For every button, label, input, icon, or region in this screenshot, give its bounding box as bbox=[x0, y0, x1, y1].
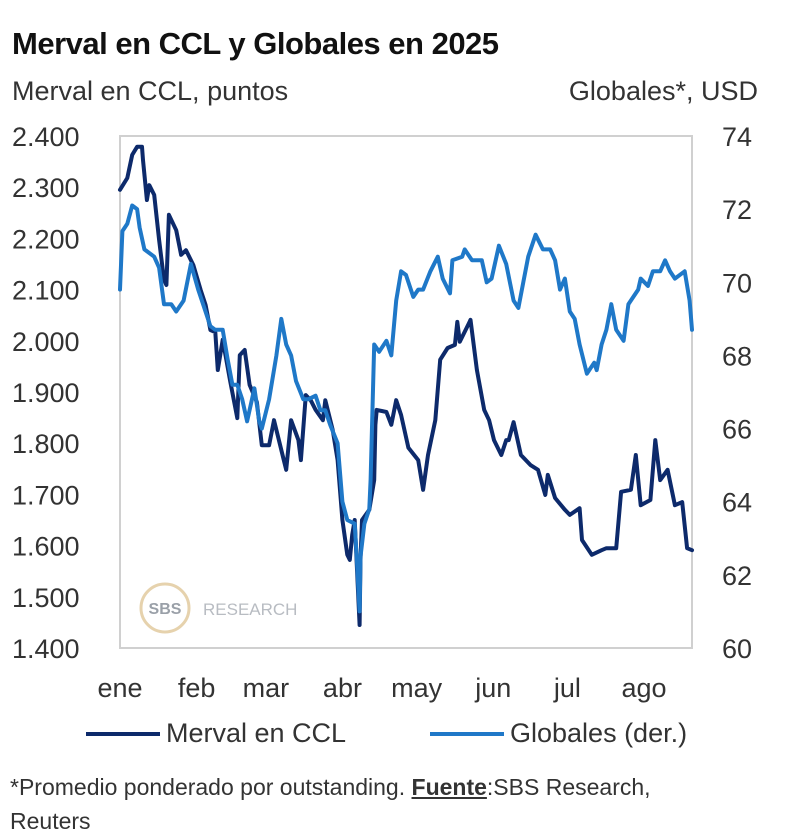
left-y-tick-label: 1.500 bbox=[12, 583, 80, 613]
sbs-logo-ring bbox=[139, 582, 191, 634]
series-line-globales bbox=[118, 203, 694, 614]
x-tick-label-ene: ene bbox=[97, 673, 142, 703]
x-tick-label-feb: feb bbox=[178, 673, 216, 703]
right-y-tick-label: 68 bbox=[722, 341, 752, 371]
x-axis-ticks: ene feb mar abr may jun jul ago bbox=[97, 673, 666, 703]
legend-label-merval: Merval en CCL bbox=[166, 718, 347, 748]
x-tick-label-may: may bbox=[391, 673, 443, 703]
right-y-tick-label: 66 bbox=[722, 415, 752, 445]
left-y-tick-label: 2.200 bbox=[12, 224, 80, 254]
right-y-tick-label: 74 bbox=[722, 122, 752, 152]
left-y-tick-label: 1.900 bbox=[12, 378, 80, 408]
right-axis-label: Globales*, USD bbox=[568, 76, 758, 106]
x-tick-label-mar: mar bbox=[243, 673, 290, 703]
left-y-tick-label: 2.100 bbox=[12, 276, 80, 306]
x-tick-label-jun: jun bbox=[474, 673, 511, 703]
legend-swatch-merval bbox=[86, 731, 160, 736]
x-tick-label-abr: abr bbox=[323, 673, 362, 703]
plot-frame bbox=[119, 135, 693, 649]
x-tick-label-ago: ago bbox=[621, 673, 666, 703]
watermark: SBS RESEARCH bbox=[139, 582, 297, 634]
right-y-tick-label: 60 bbox=[722, 634, 752, 664]
footnote-text: *Promedio ponderado por outstanding. bbox=[10, 774, 412, 800]
left-y-tick-label: 2.400 bbox=[12, 122, 80, 152]
legend: Merval en CCL Globales (der.) bbox=[0, 718, 800, 758]
left-axis-label: Merval en CCL, puntos bbox=[12, 76, 289, 106]
right-y-tick-label: 64 bbox=[722, 488, 752, 518]
series-layer bbox=[118, 144, 694, 627]
left-y-tick-label: 1.400 bbox=[12, 634, 80, 664]
x-tick-label-jul: jul bbox=[553, 673, 581, 703]
left-y-tick-label: 1.700 bbox=[12, 480, 80, 510]
legend-item-globales: Globales (der.) bbox=[430, 718, 687, 749]
footnote: *Promedio ponderado por outstanding. Fue… bbox=[10, 770, 790, 838]
legend-label-globales: Globales (der.) bbox=[510, 718, 688, 748]
watermark-text: RESEARCH bbox=[203, 600, 297, 619]
right-y-tick-label: 72 bbox=[722, 195, 752, 225]
legend-swatch-globales bbox=[430, 731, 504, 736]
footnote-source-label: Fuente bbox=[411, 774, 487, 800]
sbs-logo-badge: SBS bbox=[149, 601, 182, 618]
line-chart: SBS RESEARCH 2.400 2.300 2.200 2.100 2.000 1.… bbox=[12, 122, 752, 703]
right-y-tick-label: 70 bbox=[722, 268, 752, 298]
right-axis-ticks: 74 72 70 68 66 64 62 60 bbox=[722, 122, 752, 664]
chart-title: Merval en CCL y Globales en 2025 bbox=[12, 26, 499, 61]
footnote-source-text-2: Reuters bbox=[10, 808, 91, 834]
left-y-tick-label: 2.000 bbox=[12, 327, 80, 357]
left-axis-ticks: 2.400 2.300 2.200 2.100 2.000 1.900 1.800 1.700… bbox=[12, 122, 80, 664]
right-y-tick-label: 62 bbox=[722, 561, 752, 591]
legend-item-merval: Merval en CCL bbox=[86, 718, 346, 749]
left-y-tick-label: 2.300 bbox=[12, 173, 80, 203]
footnote-source-text: :SBS Research, bbox=[486, 774, 651, 800]
left-y-tick-label: 1.800 bbox=[12, 429, 80, 459]
left-y-tick-label: 1.600 bbox=[12, 532, 80, 562]
